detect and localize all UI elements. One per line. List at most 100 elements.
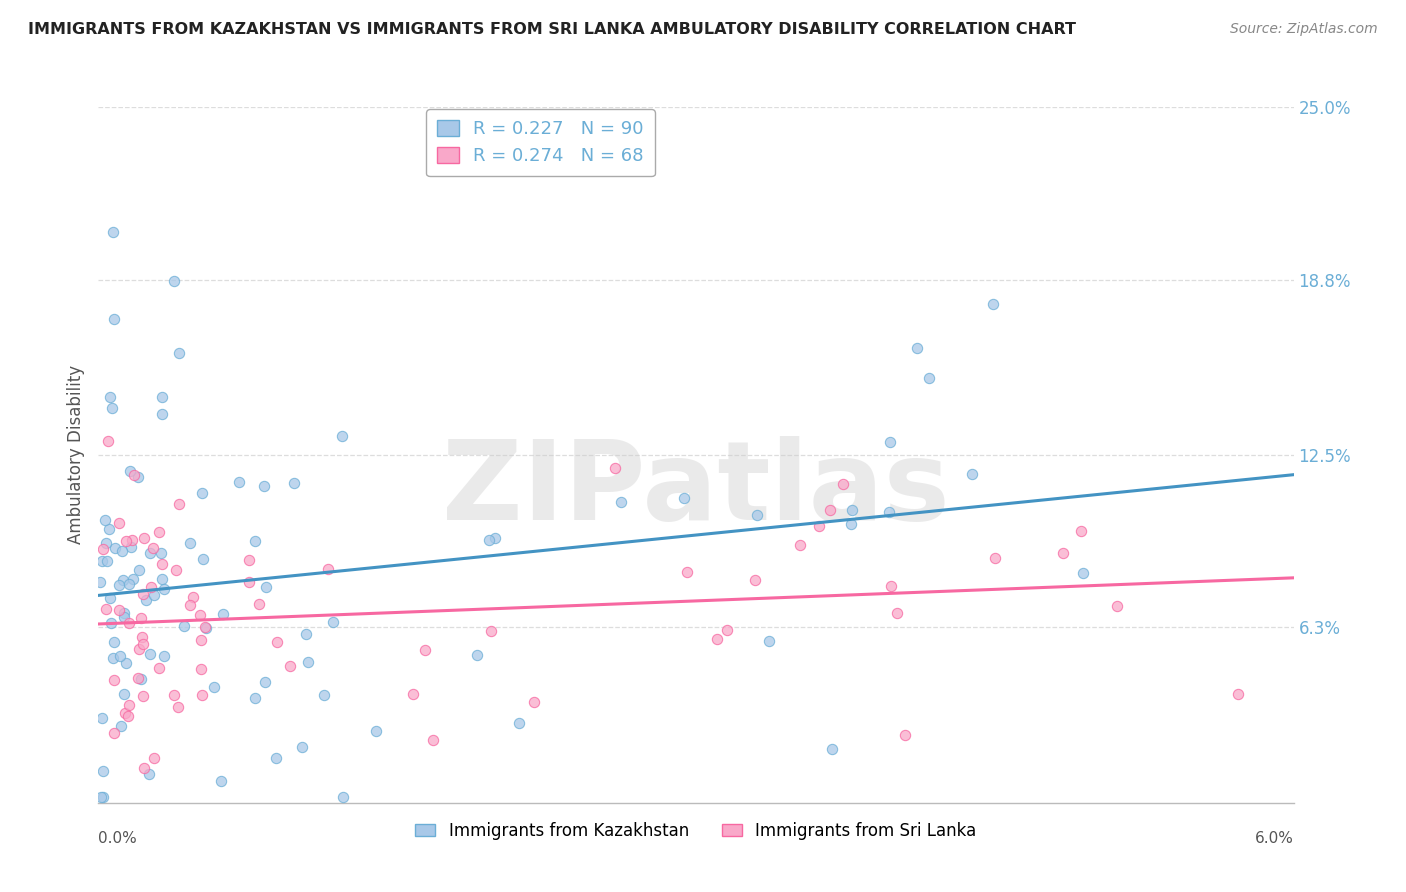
Immigrants from Sri Lanka <box>129 611 152 625</box>
Immigrants from Kazakhstan <box>152 582 174 597</box>
Immigrants from Kazakhstan <box>94 513 117 527</box>
Immigrants from Sri Lanka <box>131 587 153 601</box>
Immigrants from Kazakhstan <box>153 649 176 664</box>
Immigrants from Kazakhstan <box>820 742 842 756</box>
Immigrants from Kazakhstan <box>254 580 277 594</box>
Immigrants from Sri Lanka <box>128 641 150 656</box>
Immigrants from Sri Lanka <box>1226 687 1249 701</box>
Immigrants from Sri Lanka <box>789 538 811 552</box>
Immigrants from Sri Lanka <box>94 602 117 616</box>
Immigrants from Kazakhstan <box>243 533 266 548</box>
Immigrants from Kazakhstan <box>202 681 225 695</box>
Immigrants from Kazakhstan <box>111 574 134 588</box>
Immigrants from Sri Lanka <box>190 662 212 676</box>
Immigrants from Sri Lanka <box>523 695 546 709</box>
Immigrants from Sri Lanka <box>247 597 270 611</box>
Immigrants from Sri Lanka <box>676 565 699 579</box>
Immigrants from Kazakhstan <box>118 576 141 591</box>
Immigrants from Sri Lanka <box>131 689 153 703</box>
Text: 6.0%: 6.0% <box>1254 830 1294 846</box>
Immigrants from Kazakhstan <box>111 544 134 558</box>
Immigrants from Kazakhstan <box>960 467 983 481</box>
Immigrants from Sri Lanka <box>148 525 170 540</box>
Immigrants from Kazakhstan <box>332 790 354 805</box>
Immigrants from Sri Lanka <box>167 497 190 511</box>
Immigrants from Kazakhstan <box>104 541 127 556</box>
Immigrants from Kazakhstan <box>120 464 142 478</box>
Immigrants from Kazakhstan <box>94 536 117 550</box>
Immigrants from Kazakhstan <box>283 475 305 490</box>
Immigrants from Sri Lanka <box>266 635 288 649</box>
Immigrants from Sri Lanka <box>108 603 131 617</box>
Immigrants from Sri Lanka <box>142 750 165 764</box>
Immigrants from Kazakhstan <box>98 390 121 404</box>
Immigrants from Kazakhstan <box>150 408 173 422</box>
Immigrants from Sri Lanka <box>150 557 173 571</box>
Immigrants from Kazakhstan <box>465 648 488 663</box>
Immigrants from Sri Lanka <box>316 562 339 576</box>
Immigrants from Sri Lanka <box>131 630 153 644</box>
Immigrants from Kazakhstan <box>212 607 235 621</box>
Immigrants from Sri Lanka <box>238 574 260 589</box>
Immigrants from Kazakhstan <box>110 719 132 733</box>
Immigrants from Kazakhstan <box>294 626 316 640</box>
Immigrants from Sri Lanka <box>118 698 141 713</box>
Immigrants from Kazakhstan <box>745 508 768 523</box>
Immigrants from Kazakhstan <box>97 522 120 536</box>
Immigrants from Kazakhstan <box>209 773 232 788</box>
Immigrants from Kazakhstan <box>108 578 131 592</box>
Immigrants from Sri Lanka <box>122 468 145 483</box>
Immigrants from Kazakhstan <box>253 479 276 493</box>
Text: 0.0%: 0.0% <box>98 830 138 846</box>
Immigrants from Kazakhstan <box>150 546 173 560</box>
Immigrants from Kazakhstan <box>167 346 190 360</box>
Immigrants from Kazakhstan <box>100 615 122 630</box>
Immigrants from Sri Lanka <box>121 533 143 547</box>
Immigrants from Sri Lanka <box>165 563 187 577</box>
Immigrants from Kazakhstan <box>508 715 530 730</box>
Text: ZIPatlas: ZIPatlas <box>441 436 950 543</box>
Immigrants from Sri Lanka <box>108 516 131 530</box>
Legend: Immigrants from Kazakhstan, Immigrants from Sri Lanka: Immigrants from Kazakhstan, Immigrants f… <box>409 815 983 847</box>
Immigrants from Sri Lanka <box>880 579 903 593</box>
Immigrants from Kazakhstan <box>228 475 250 490</box>
Immigrants from Kazakhstan <box>314 688 336 702</box>
Immigrants from Sri Lanka <box>831 477 853 491</box>
Immigrants from Sri Lanka <box>413 642 436 657</box>
Immigrants from Kazakhstan <box>330 428 353 442</box>
Immigrants from Sri Lanka <box>603 460 626 475</box>
Immigrants from Sri Lanka <box>188 608 211 623</box>
Immigrants from Kazakhstan <box>484 531 506 545</box>
Immigrants from Sri Lanka <box>134 761 156 775</box>
Immigrants from Kazakhstan <box>98 591 121 605</box>
Immigrants from Kazakhstan <box>163 274 186 288</box>
Immigrants from Kazakhstan <box>138 546 160 560</box>
Immigrants from Kazakhstan <box>129 673 152 687</box>
Immigrants from Kazakhstan <box>191 552 214 566</box>
Immigrants from Kazakhstan <box>245 691 267 706</box>
Immigrants from Sri Lanka <box>183 590 205 604</box>
Immigrants from Kazakhstan <box>918 371 941 385</box>
Immigrants from Kazakhstan <box>96 554 118 568</box>
Immigrants from Kazakhstan <box>90 711 112 725</box>
Immigrants from Kazakhstan <box>905 342 928 356</box>
Immigrants from Kazakhstan <box>879 505 901 519</box>
Immigrants from Sri Lanka <box>132 637 155 651</box>
Immigrants from Sri Lanka <box>1070 524 1092 538</box>
Immigrants from Sri Lanka <box>716 623 738 637</box>
Immigrants from Kazakhstan <box>478 533 501 548</box>
Immigrants from Sri Lanka <box>984 550 1007 565</box>
Immigrants from Sri Lanka <box>166 700 188 714</box>
Immigrants from Kazakhstan <box>841 516 863 531</box>
Immigrants from Kazakhstan <box>115 657 138 671</box>
Immigrants from Kazakhstan <box>981 297 1004 311</box>
Immigrants from Sri Lanka <box>139 581 162 595</box>
Text: IMMIGRANTS FROM KAZAKHSTAN VS IMMIGRANTS FROM SRI LANKA AMBULATORY DISABILITY CO: IMMIGRANTS FROM KAZAKHSTAN VS IMMIGRANTS… <box>28 22 1076 37</box>
Immigrants from Sri Lanka <box>114 706 136 721</box>
Immigrants from Sri Lanka <box>402 687 425 701</box>
Immigrants from Kazakhstan <box>264 751 287 765</box>
Immigrants from Sri Lanka <box>238 553 260 567</box>
Immigrants from Kazakhstan <box>103 311 125 326</box>
Immigrants from Kazakhstan <box>194 621 217 635</box>
Immigrants from Kazakhstan <box>91 790 114 805</box>
